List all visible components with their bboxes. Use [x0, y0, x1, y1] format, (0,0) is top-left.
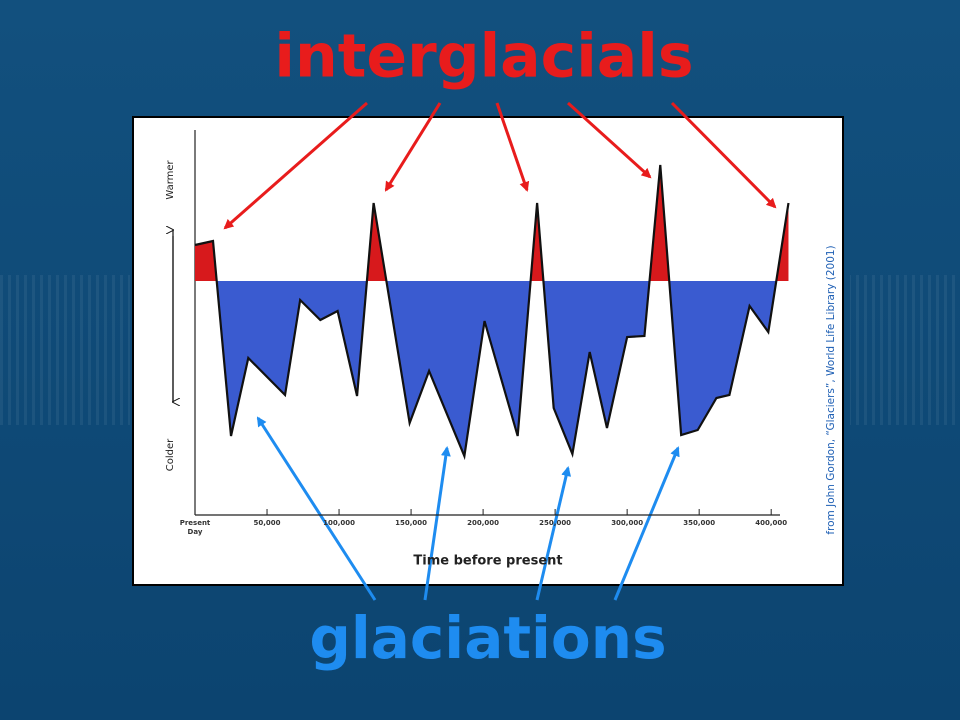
- arrow: [495, 102, 530, 192]
- x-tick-label: 100,000: [323, 519, 355, 527]
- stripes: [850, 275, 960, 425]
- arrow: [535, 466, 572, 601]
- annotation: glaciations: [309, 604, 666, 672]
- temperature-line: [194, 164, 790, 461]
- x-tick-label: 50,000: [254, 519, 281, 527]
- arrow: [566, 101, 652, 179]
- arrow: [223, 101, 368, 230]
- cold-area: [195, 281, 789, 456]
- x-axis-label: Time before present: [413, 554, 562, 569]
- arrow: [613, 446, 680, 601]
- x-tick-label: 150,000: [395, 519, 427, 527]
- x-tick-label: 300,000: [611, 519, 643, 527]
- glaciation-arrows: [256, 416, 680, 601]
- x-tick-label: 400,000: [755, 519, 787, 527]
- x-tick-label: 350,000: [683, 519, 715, 527]
- x-tick-label: 200,000: [467, 519, 499, 527]
- interglacial-arrows: [223, 101, 777, 230]
- source: from John Gordon, “Glaciers”, World Life…: [825, 245, 837, 534]
- arrow: [256, 416, 377, 601]
- stripes: [0, 275, 130, 425]
- x-tick-label: Present Day: [180, 519, 211, 536]
- arrow: [670, 101, 777, 209]
- x-tick-label: 250,000: [539, 519, 571, 527]
- arrow: [423, 446, 451, 601]
- arrow: [384, 102, 442, 192]
- annotation: interglacials: [274, 22, 693, 92]
- y-annotation: Colder: [165, 438, 176, 471]
- y-annotation: Warmer: [165, 159, 176, 199]
